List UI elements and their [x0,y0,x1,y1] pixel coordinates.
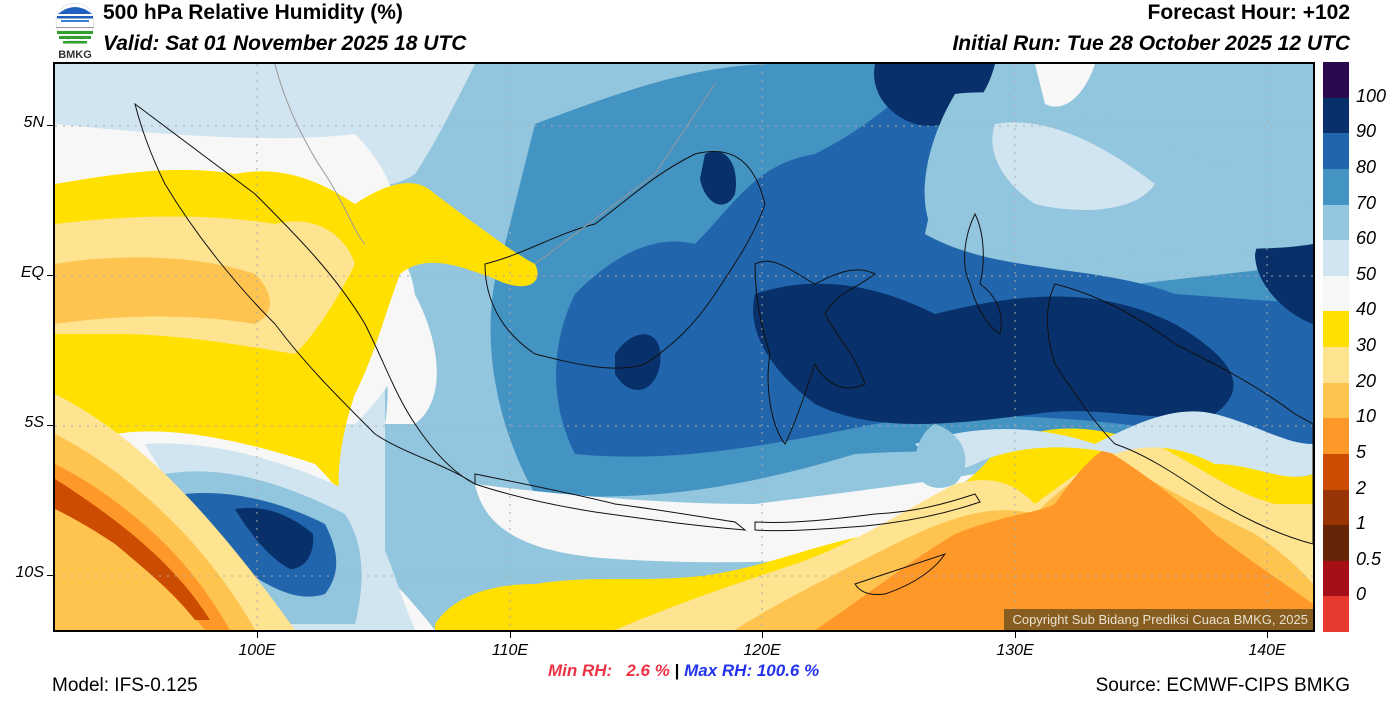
colorbar-label: 70 [1356,192,1377,213]
model-label: Model: IFS-0.125 [52,675,198,696]
borders [274,64,716,265]
colorbar-label: 80 [1356,156,1377,177]
colorbar-swatch [1323,62,1349,98]
max-rh: Max RH: 100.6 % [684,661,820,680]
colorbar-swatch [1323,525,1349,561]
min-max-rh: Min RH: 2.6 % | Max RH: 100.6 % [548,661,819,681]
colorbar-swatch [1323,97,1349,134]
colorbar-swatch [1323,596,1349,632]
colorbar-swatch [1323,489,1349,526]
lat-tick [47,425,53,426]
colorbar-swatch [1323,275,1349,312]
lat-label-5s: 5S [24,414,44,431]
lat-tick [47,275,53,276]
lon-tick [257,632,258,638]
valid-time: Valid: Sat 01 November 2025 18 UTC [103,32,467,55]
coastlines [134,102,1313,595]
colorbar-swatch [1323,204,1349,241]
colorbar-label: 0.5 [1356,548,1382,569]
min-rh: Min RH: 2.6 % [548,661,670,680]
colorbar-label: 2 [1356,477,1367,498]
colorbar-label: 0 [1356,584,1367,605]
colorbar-swatch [1323,133,1349,169]
colorbar [1323,62,1349,632]
lat-label-10s: 10S [15,564,44,581]
lon-tick [762,632,763,638]
colorbar-label: 40 [1356,299,1377,320]
lat-label-eq: EQ [20,264,44,281]
colorbar-label: 90 [1356,121,1377,142]
colorbar-swatch [1323,168,1349,205]
colorbar-swatch [1323,418,1349,454]
colorbar-label: 1 [1356,513,1367,534]
colorbar-swatch [1323,311,1349,347]
colorbar-label: 60 [1356,228,1377,249]
lon-label-100e: 100E [238,642,276,659]
colorbar-label: 5 [1356,441,1367,462]
lon-label-130e: 130E [996,642,1034,659]
min-max-separator: | [674,661,680,680]
colorbar-label: 50 [1356,263,1377,284]
source-label: Source: ECMWF-CIPS BMKG [1095,675,1350,696]
forecast-hour: Forecast Hour: +102 [1147,1,1351,24]
lon-label-120e: 120E [743,642,781,659]
colorbar-swatch [1323,560,1349,597]
colorbar-swatch [1323,347,1349,383]
colorbar-label: 20 [1356,370,1377,391]
colorbar-swatch [1323,382,1349,419]
lat-tick [47,575,53,576]
bmkg-logo: BMKG [55,2,95,60]
colorbar-swatch [1323,453,1349,490]
lon-label-110e: 110E [491,642,529,659]
svg-text:BMKG: BMKG [58,49,92,60]
colorbar-label: 100 [1356,85,1387,106]
map-panel: Copyright Sub Bidang Prediksi Cuaca BMKG… [53,62,1315,632]
colorbar-label: 30 [1356,335,1377,355]
lon-tick [1267,632,1268,638]
initial-run: Initial Run: Tue 28 October 2025 12 UTC [952,32,1350,55]
lon-tick [510,632,511,638]
lat-label-5n: 5N [23,114,44,131]
lat-tick [47,125,53,126]
colorbar-label: 10 [1356,406,1377,427]
graticule [55,64,1313,630]
lon-tick [1015,632,1016,638]
humidity-field [55,64,1313,630]
colorbar-swatch [1323,240,1349,276]
chart-title: 500 hPa Relative Humidity (%) [103,1,403,24]
lon-label-140e: 140E [1248,642,1286,659]
copyright-notice: Copyright Sub Bidang Prediksi Cuaca BMKG… [1004,609,1313,630]
